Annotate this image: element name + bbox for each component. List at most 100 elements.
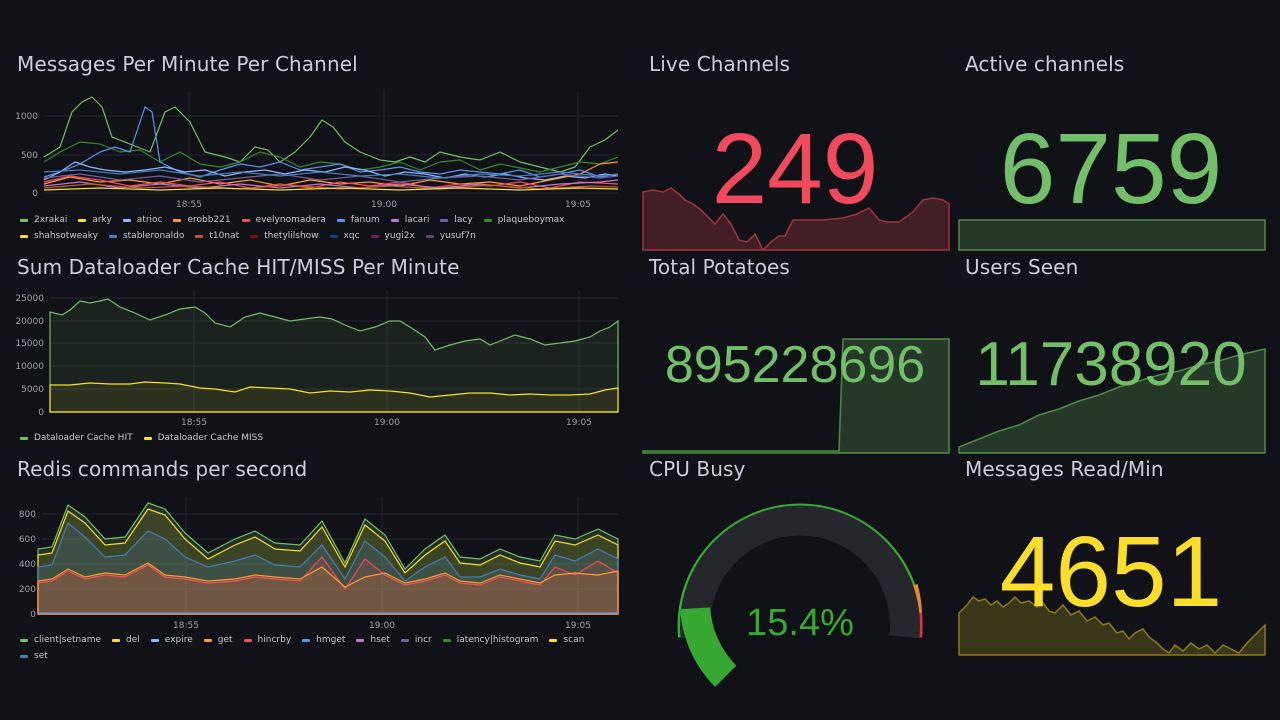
legend-item[interactable]: arky xyxy=(78,215,112,225)
series-client-setname xyxy=(37,502,619,615)
gauge-threshold-red xyxy=(916,612,923,638)
legend-item[interactable]: scan xyxy=(549,635,584,645)
legend-item[interactable]: fanum xyxy=(336,215,380,225)
x-tick: 18:55 xyxy=(173,621,199,631)
legend-swatch xyxy=(336,218,345,222)
legend-label: lacy xyxy=(454,215,473,225)
y-tick: 20000 xyxy=(15,317,44,327)
legend-item[interactable]: xqc xyxy=(329,231,360,241)
legend-item[interactable]: yugi2x xyxy=(370,231,415,241)
legend-item[interactable]: lacy xyxy=(440,215,473,225)
legend-swatch xyxy=(78,218,87,222)
legend-item[interactable]: del xyxy=(112,635,140,645)
panel-cpu-busy[interactable]: CPU Busy 15.4% xyxy=(640,457,950,687)
panel-users-seen[interactable]: Users Seen 11738920 xyxy=(956,255,1266,454)
legend-swatch xyxy=(390,218,399,222)
legend-item[interactable]: expire xyxy=(150,635,193,645)
x-tick: 18:55 xyxy=(176,200,202,210)
redis-chart[interactable]: 800 600 400 200 0 18:55 19:00 19:05 xyxy=(0,457,630,631)
panel-messages-per-minute[interactable]: Messages Per Minute Per Channel 1000 500… xyxy=(0,52,630,247)
legend-swatch xyxy=(549,638,558,642)
legend-item[interactable]: get xyxy=(203,635,233,645)
legend-item[interactable]: hincrby xyxy=(243,635,291,645)
legend-item[interactable]: t10nat xyxy=(195,231,239,241)
legend-item[interactable]: incr xyxy=(400,635,432,645)
legend-item[interactable]: thetylilshow xyxy=(250,231,319,241)
legend-item[interactable]: atrioc xyxy=(122,215,163,225)
legend-swatch xyxy=(250,234,259,238)
panel-messages-read[interactable]: Messages Read/Min 4651 xyxy=(956,457,1266,657)
series-hincrby xyxy=(37,556,619,615)
legend-swatch xyxy=(150,638,159,642)
legend-item[interactable]: plaqueboymax xyxy=(483,215,565,225)
legend-item[interactable]: client|setname xyxy=(20,635,101,645)
legend-item[interactable]: set xyxy=(20,651,48,661)
panel-title: Messages Read/Min xyxy=(965,457,1164,481)
legend-item[interactable]: stableronaldo xyxy=(108,231,185,241)
legend-item[interactable]: erobb221 xyxy=(173,215,231,225)
legend-item[interactable]: Dataloader Cache MISS xyxy=(143,433,264,443)
panel-title: Redis commands per second xyxy=(17,457,308,481)
y-tick: 200 xyxy=(19,585,36,595)
series-expire xyxy=(37,522,619,615)
y-tick: 5000 xyxy=(21,385,44,395)
legend-label: xqc xyxy=(343,231,360,241)
legend-swatch xyxy=(122,218,131,222)
series-get xyxy=(37,562,619,615)
legend-swatch xyxy=(143,436,152,440)
x-tick: 19:05 xyxy=(565,621,591,631)
legend-label: atrioc xyxy=(136,215,163,225)
legend-swatch xyxy=(20,218,28,222)
panel-dataloader-cache[interactable]: Sum Dataloader Cache HIT/MISS Per Minute… xyxy=(0,255,630,450)
legend-swatch xyxy=(20,234,28,238)
stat-value: 4651 xyxy=(999,516,1223,628)
panel-title: Active channels xyxy=(965,52,1125,76)
messages-chart[interactable]: 1000 500 0 18:55 19:00 19:05 xyxy=(0,52,630,212)
legend-swatch xyxy=(400,638,409,642)
legend-label: stableronaldo xyxy=(122,231,185,241)
gauge-threshold-orange xyxy=(912,584,922,613)
legend-swatch xyxy=(173,218,182,222)
series-stableronaldo xyxy=(43,169,619,179)
y-tick: 600 xyxy=(19,535,36,545)
gauge-value-arc xyxy=(680,606,737,687)
legend-label: set xyxy=(34,651,48,661)
dataloader-chart[interactable]: 25000 20000 15000 10000 5000 0 18:55 19:… xyxy=(0,255,630,428)
panel-total-potatoes[interactable]: Total Potatoes 895228696 xyxy=(640,255,950,454)
legend: Dataloader Cache HIT Dataloader Cache MIS… xyxy=(20,433,620,443)
legend-label: yusuf7n xyxy=(439,231,476,241)
x-tick: 19:00 xyxy=(374,418,400,428)
legend-label: thetylilshow xyxy=(264,231,319,241)
legend-label: shahsotweaky xyxy=(34,231,98,241)
legend-item[interactable]: evelynomadera xyxy=(241,215,326,225)
legend-label: latency|histogram xyxy=(456,635,539,645)
legend-item[interactable]: yusuf7n xyxy=(425,231,476,241)
legend-item[interactable]: hmget xyxy=(302,635,345,645)
legend-item[interactable]: Dataloader Cache HIT xyxy=(20,433,133,443)
legend-item[interactable]: shahsotweaky xyxy=(20,231,98,241)
stat-value: 11738920 xyxy=(975,330,1247,399)
legend-swatch xyxy=(425,234,434,238)
legend-swatch xyxy=(483,218,492,222)
panel-title: Sum Dataloader Cache HIT/MISS Per Minute xyxy=(17,255,460,279)
y-tick: 400 xyxy=(19,560,36,570)
legend: client|setname del expire get hincrby hmget hs… xyxy=(20,635,620,661)
legend-label: fanum xyxy=(350,215,380,225)
legend-item[interactable]: lacari xyxy=(390,215,429,225)
series-cache-miss xyxy=(49,381,619,413)
legend-swatch xyxy=(302,638,311,642)
panel-active-channels[interactable]: Active channels 6759 xyxy=(956,52,1266,251)
legend-label: Dataloader Cache MISS xyxy=(157,433,264,443)
panel-live-channels[interactable]: Live Channels 249 xyxy=(640,52,950,252)
legend-label: hset xyxy=(370,635,390,645)
legend-label: get xyxy=(217,635,233,645)
legend: 2xrakai arky atrioc erobb221 evelynomadera fa… xyxy=(20,215,620,241)
legend-item[interactable]: hset xyxy=(356,635,390,645)
legend-label: incr xyxy=(414,635,432,645)
legend-swatch xyxy=(370,234,379,238)
legend-label: yugi2x xyxy=(384,231,415,241)
legend-item[interactable]: 2xrakai xyxy=(20,215,67,225)
legend-swatch xyxy=(329,234,338,238)
legend-item[interactable]: latency|histogram xyxy=(442,635,539,645)
panel-redis-commands[interactable]: Redis commands per second 800 600 400 20… xyxy=(0,457,630,661)
